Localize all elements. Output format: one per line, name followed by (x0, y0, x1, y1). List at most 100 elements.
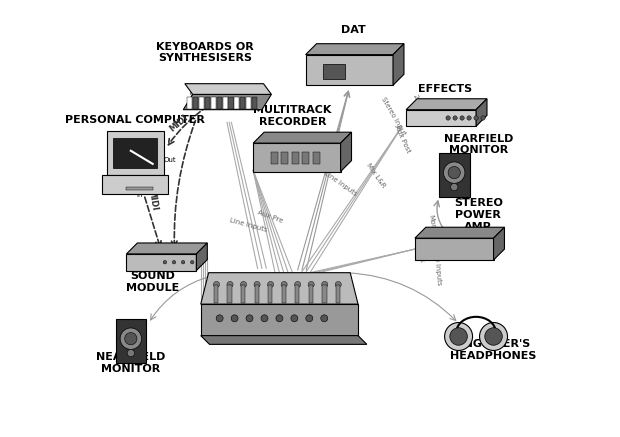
Polygon shape (494, 227, 505, 260)
Circle shape (125, 333, 137, 345)
Bar (126, 187, 153, 190)
Polygon shape (185, 84, 272, 94)
Text: NEARFIELD
MONITOR: NEARFIELD MONITOR (443, 134, 513, 155)
Bar (107, 131, 164, 175)
Bar (229, 97, 234, 109)
Circle shape (163, 260, 167, 264)
Bar (234, 97, 239, 109)
Polygon shape (197, 243, 207, 271)
Text: Monitor: Monitor (427, 214, 438, 241)
Text: In: In (224, 104, 230, 110)
Polygon shape (476, 99, 487, 126)
Polygon shape (415, 227, 505, 238)
Text: STEREO
POWER
AMP: STEREO POWER AMP (454, 198, 503, 232)
Bar (309, 285, 313, 302)
Polygon shape (184, 94, 272, 110)
Text: Line Inputs: Line Inputs (229, 217, 268, 232)
Bar (281, 152, 288, 164)
Circle shape (335, 281, 341, 288)
Bar (271, 152, 278, 164)
Circle shape (460, 116, 464, 120)
Bar (291, 152, 299, 164)
Text: MULTITRACK
RECORDER: MULTITRACK RECORDER (254, 105, 332, 127)
Circle shape (446, 116, 450, 120)
Bar (312, 152, 320, 164)
Bar (199, 97, 204, 109)
Text: In: In (136, 192, 143, 198)
Bar (439, 153, 469, 197)
Circle shape (246, 315, 253, 322)
Circle shape (216, 315, 223, 322)
Circle shape (467, 116, 471, 120)
Text: Out: Out (164, 157, 177, 163)
Polygon shape (201, 273, 358, 304)
Bar (211, 97, 216, 109)
Text: ENGINEER'S
HEADPHONES: ENGINEER'S HEADPHONES (450, 339, 537, 361)
Circle shape (172, 260, 175, 264)
Circle shape (227, 281, 233, 288)
Bar (228, 285, 232, 302)
Circle shape (445, 323, 472, 350)
Circle shape (291, 315, 298, 322)
Bar (253, 143, 340, 171)
Polygon shape (406, 99, 487, 110)
Circle shape (451, 184, 458, 191)
Text: KEYBOARDS OR
SYNTHESISERS: KEYBOARDS OR SYNTHESISERS (156, 42, 254, 63)
Bar (214, 285, 218, 302)
Circle shape (181, 260, 185, 264)
Circle shape (322, 281, 328, 288)
Circle shape (448, 166, 460, 179)
Bar (187, 97, 192, 109)
Bar (335, 285, 340, 302)
Circle shape (321, 315, 328, 322)
Bar (126, 254, 197, 271)
Polygon shape (126, 243, 207, 254)
Bar (252, 97, 257, 109)
Text: Stereo Inputs: Stereo Inputs (432, 238, 442, 285)
Bar (102, 175, 168, 194)
Bar (322, 285, 327, 302)
Circle shape (479, 323, 508, 350)
Circle shape (281, 281, 287, 288)
Bar (306, 55, 393, 85)
Text: Out: Out (190, 91, 203, 97)
Text: MIDI: MIDI (168, 113, 190, 133)
Text: Out: Out (159, 266, 172, 272)
Circle shape (231, 315, 238, 322)
Circle shape (450, 328, 467, 345)
Text: DAT: DAT (342, 25, 366, 35)
Circle shape (190, 260, 194, 264)
Polygon shape (253, 132, 352, 143)
Text: Stereo Input: Stereo Input (379, 96, 406, 136)
Circle shape (120, 328, 141, 350)
Circle shape (268, 281, 273, 288)
Polygon shape (306, 44, 404, 55)
Text: NEARFIELD
MONITOR: NEARFIELD MONITOR (96, 352, 166, 374)
Circle shape (453, 116, 458, 120)
Circle shape (276, 315, 283, 322)
Circle shape (241, 281, 247, 288)
Text: EFFECTS: EFFECTS (418, 84, 472, 94)
Polygon shape (201, 304, 358, 336)
Bar (302, 152, 309, 164)
Bar (217, 97, 222, 109)
Circle shape (443, 162, 465, 184)
Text: Aux Pre: Aux Pre (257, 209, 284, 224)
Circle shape (474, 116, 478, 120)
Circle shape (485, 328, 502, 345)
Polygon shape (201, 336, 367, 344)
Bar (205, 97, 210, 109)
Bar (295, 285, 299, 302)
Circle shape (308, 281, 314, 288)
Bar (113, 138, 157, 168)
Bar (115, 319, 146, 363)
Bar (406, 110, 476, 126)
Text: Line Inputs: Line Inputs (323, 170, 358, 198)
Bar (323, 64, 345, 79)
Circle shape (294, 281, 301, 288)
Text: Mix L&R: Mix L&R (365, 162, 386, 189)
Circle shape (481, 116, 485, 120)
Bar (223, 97, 228, 109)
Text: SOUND
MODULE: SOUND MODULE (126, 271, 179, 293)
Circle shape (254, 281, 260, 288)
